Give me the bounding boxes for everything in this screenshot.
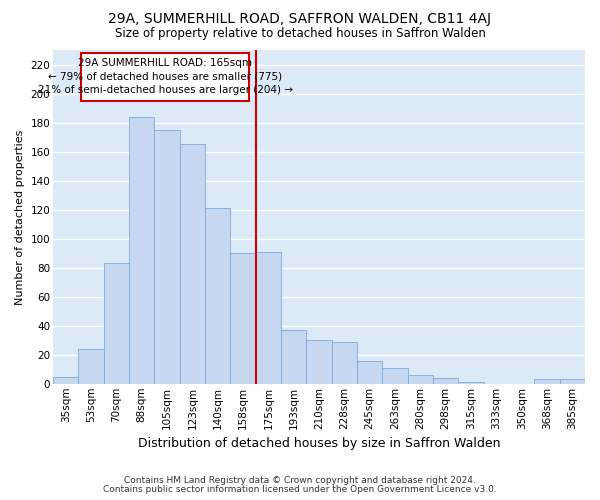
Bar [382, 368, 407, 384]
Bar [357, 360, 382, 384]
Text: 21% of semi-detached houses are larger (204) →: 21% of semi-detached houses are larger (… [38, 86, 293, 96]
Text: Contains public sector information licensed under the Open Government Licence v3: Contains public sector information licen… [103, 485, 497, 494]
Bar [129, 117, 154, 384]
Bar [230, 253, 256, 384]
X-axis label: Distribution of detached houses by size in Saffron Walden: Distribution of detached houses by size … [138, 437, 500, 450]
Text: Size of property relative to detached houses in Saffron Walden: Size of property relative to detached ho… [115, 28, 485, 40]
Bar [560, 380, 585, 384]
FancyBboxPatch shape [81, 53, 250, 101]
Bar [458, 382, 484, 384]
Text: 29A, SUMMERHILL ROAD, SAFFRON WALDEN, CB11 4AJ: 29A, SUMMERHILL ROAD, SAFFRON WALDEN, CB… [109, 12, 491, 26]
Bar [180, 144, 205, 384]
Bar [256, 252, 281, 384]
Bar [307, 340, 332, 384]
Bar [332, 342, 357, 384]
Bar [104, 264, 129, 384]
Bar [205, 208, 230, 384]
Bar [154, 130, 180, 384]
Text: 29A SUMMERHILL ROAD: 165sqm: 29A SUMMERHILL ROAD: 165sqm [78, 58, 252, 68]
Bar [281, 330, 307, 384]
Bar [433, 378, 458, 384]
Y-axis label: Number of detached properties: Number of detached properties [15, 129, 25, 304]
Bar [407, 375, 433, 384]
Text: Contains HM Land Registry data © Crown copyright and database right 2024.: Contains HM Land Registry data © Crown c… [124, 476, 476, 485]
Bar [535, 380, 560, 384]
Bar [79, 349, 104, 384]
Text: ← 79% of detached houses are smaller (775): ← 79% of detached houses are smaller (77… [48, 72, 282, 82]
Bar [53, 376, 79, 384]
